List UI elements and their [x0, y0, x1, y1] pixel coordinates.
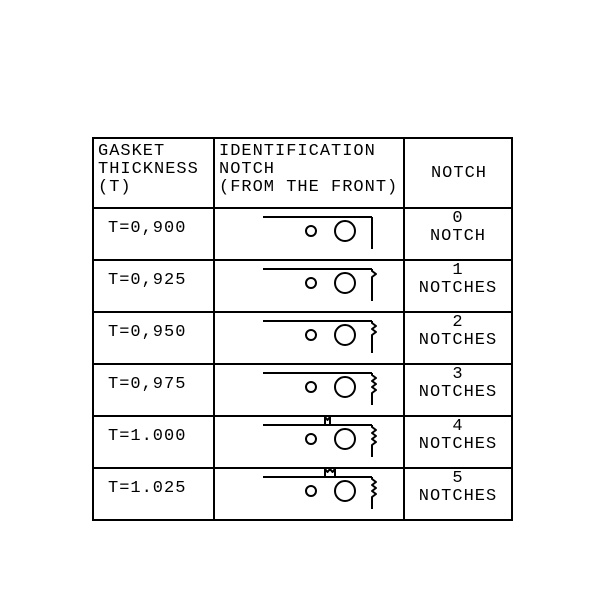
cell-thickness: T=0,925 — [93, 260, 214, 312]
table-row: T=1.000 4NOTCHES — [93, 416, 512, 468]
cell-thickness: T=1.000 — [93, 416, 214, 468]
cell-identification-diagram — [214, 468, 404, 520]
cell-notch-count: 0NOTCH — [404, 208, 512, 260]
notch-number: 5 — [405, 470, 511, 488]
cell-identification-diagram — [214, 260, 404, 312]
header-notch: NOTCH — [404, 138, 512, 208]
table-header-row: GASKETTHICKNESS(T)IDENTIFICATIONNOTCH(FR… — [93, 138, 512, 208]
notch-label: NOTCHES — [405, 280, 511, 298]
table-row: T=0,925 1NOTCHES — [93, 260, 512, 312]
table-row: T=0,950 2NOTCHES — [93, 312, 512, 364]
notch-number: 3 — [405, 366, 511, 384]
cell-identification-diagram — [214, 364, 404, 416]
notch-label: NOTCHES — [405, 488, 511, 506]
cell-notch-count: 1NOTCHES — [404, 260, 512, 312]
notch-label: NOTCHES — [405, 384, 511, 402]
header-identification-notch: IDENTIFICATIONNOTCH(FROM THE FRONT) — [214, 138, 404, 208]
cell-notch-count: 3NOTCHES — [404, 364, 512, 416]
header-gasket-thickness: GASKETTHICKNESS(T) — [93, 138, 214, 208]
notch-number: 1 — [405, 262, 511, 280]
cell-thickness: T=1.025 — [93, 468, 214, 520]
notch-number: 0 — [405, 210, 511, 228]
cell-thickness: T=0,950 — [93, 312, 214, 364]
notch-label: NOTCHES — [405, 332, 511, 350]
table-row: T=0,900 0NOTCH — [93, 208, 512, 260]
table-row: T=1.025 5NOTCHES — [93, 468, 512, 520]
cell-identification-diagram — [214, 416, 404, 468]
table-row: T=0,975 3NOTCHES — [93, 364, 512, 416]
cell-thickness: T=0,900 — [93, 208, 214, 260]
notch-number: 2 — [405, 314, 511, 332]
notch-number: 4 — [405, 418, 511, 436]
cell-identification-diagram — [214, 312, 404, 364]
cell-notch-count: 4NOTCHES — [404, 416, 512, 468]
notch-label: NOTCHES — [405, 436, 511, 454]
cell-thickness: T=0,975 — [93, 364, 214, 416]
cell-notch-count: 5NOTCHES — [404, 468, 512, 520]
gasket-notch-table: GASKETTHICKNESS(T)IDENTIFICATIONNOTCH(FR… — [92, 137, 513, 521]
notch-label: NOTCH — [405, 228, 511, 246]
cell-notch-count: 2NOTCHES — [404, 312, 512, 364]
cell-identification-diagram — [214, 208, 404, 260]
